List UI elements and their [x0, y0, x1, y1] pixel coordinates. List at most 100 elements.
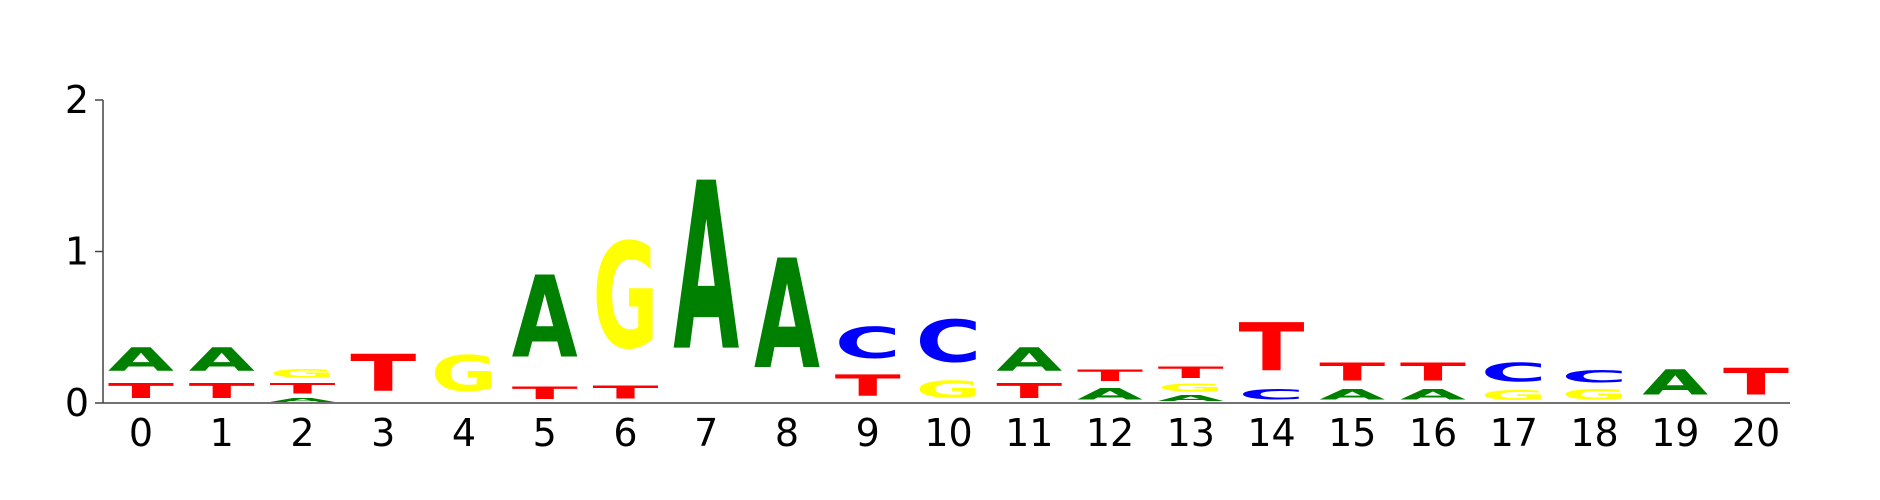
logo-letter-C: C	[835, 318, 901, 368]
letter-glyph: G	[1562, 386, 1628, 403]
letter-glyph: T	[189, 379, 255, 403]
letter-glyph: T	[1077, 367, 1143, 385]
x-tick-label: 4	[452, 411, 476, 455]
letter-glyph: C	[1239, 387, 1305, 404]
logo-letter-A: A	[996, 341, 1062, 379]
x-tick-label: 0	[129, 411, 153, 455]
logo-letter-G: G	[1158, 382, 1224, 394]
letter-glyph: G	[916, 376, 982, 403]
letter-glyph: G	[593, 212, 659, 381]
y-ticks: 0 1 2	[65, 78, 103, 425]
y-tick-label: 1	[65, 230, 89, 274]
logo-letter-A: A	[1400, 387, 1466, 404]
logo-letter-A: A	[512, 251, 578, 383]
letter-glyph: T	[1158, 364, 1224, 382]
x-tick-label: 18	[1570, 411, 1618, 455]
x-tick-label: 7	[694, 411, 718, 455]
letter-glyph: G	[1158, 382, 1224, 394]
logo-letter-G: G	[593, 212, 659, 381]
logo-letter-A: A	[754, 228, 820, 403]
logo-letter-T: T	[996, 379, 1062, 403]
logo-letter-C: C	[1562, 367, 1628, 387]
letter-glyph: A	[1158, 394, 1224, 403]
letter-glyph: T	[108, 379, 174, 403]
letter-glyph: A	[754, 228, 820, 403]
logo-letter-A: A	[673, 134, 739, 402]
logo-letter-G: G	[1562, 386, 1628, 403]
letter-glyph: C	[1481, 358, 1547, 388]
logo-letter-T: T	[189, 379, 255, 403]
logo-letter-C: C	[1239, 387, 1305, 404]
letter-glyph: T	[1239, 309, 1306, 386]
logo-letter-C: C	[1481, 358, 1547, 388]
letter-glyph: T	[1723, 361, 1789, 403]
x-tick-label: 13	[1167, 411, 1215, 455]
logo-letter-T: T	[512, 384, 578, 403]
letter-glyph: A	[1319, 387, 1385, 404]
logo-letter-G: G	[916, 376, 982, 403]
logo-letter-A: A	[1158, 394, 1224, 403]
logo-letter-A: A	[1319, 387, 1385, 404]
x-tick-label: 15	[1328, 411, 1376, 455]
letter-glyph: A	[996, 341, 1062, 379]
x-tick-label: 20	[1732, 411, 1780, 455]
x-tick-label: 6	[613, 411, 637, 455]
x-tick-label: 9	[856, 411, 880, 455]
logo-letter-T: T	[593, 382, 660, 403]
letter-glyph: G	[270, 367, 336, 381]
logo-letter-T: T	[350, 344, 416, 403]
letter-glyph: T	[512, 384, 578, 403]
logo-letter-T: T	[108, 379, 174, 403]
letter-glyph: A	[673, 134, 739, 402]
letter-glyph: C	[916, 308, 982, 376]
x-tick-label: 11	[1005, 411, 1053, 455]
x-tick-label: 1	[210, 411, 234, 455]
letter-glyph: A	[512, 251, 578, 383]
letter-glyph: T	[996, 379, 1062, 403]
logo-letter-A: A	[1642, 363, 1709, 403]
logo-letter-T: T	[1158, 364, 1224, 382]
letter-glyph: A	[108, 341, 174, 379]
x-tick-label: 19	[1651, 411, 1699, 455]
letter-glyph: C	[1562, 367, 1628, 387]
letter-glyph: A	[189, 341, 255, 379]
letter-glyph: A	[1400, 387, 1466, 404]
letter-glyph: C	[835, 318, 901, 368]
letter-glyph: T	[1400, 357, 1466, 386]
logo-letter-A: A	[189, 341, 255, 379]
y-tick-label: 0	[65, 381, 89, 425]
logo-letter-T: T	[270, 381, 336, 397]
letter-glyph: G	[431, 345, 497, 403]
letter-glyph: T	[350, 344, 416, 403]
letter-glyph: T	[835, 368, 901, 403]
letter-glyph: T	[270, 381, 336, 397]
logo-letter-T: T	[1723, 361, 1789, 403]
x-tick-label: 12	[1086, 411, 1134, 455]
letter-glyph: A	[270, 397, 336, 403]
letter-glyph: A	[1642, 363, 1709, 403]
x-tick-label: 14	[1247, 411, 1295, 455]
x-tick-label: 17	[1490, 411, 1538, 455]
logo-letter-T: T	[1239, 309, 1306, 386]
logo-letter-G: G	[1481, 388, 1547, 403]
logo-letter-T: T	[1400, 357, 1466, 386]
logo-letter-A: A	[1077, 385, 1144, 403]
x-tick-label: 3	[371, 411, 395, 455]
x-tick-label: 2	[290, 411, 314, 455]
x-tick-label: 5	[533, 411, 557, 455]
y-tick-label: 2	[65, 78, 89, 122]
letter-glyph: A	[1077, 385, 1144, 403]
logo-letter-C: C	[916, 308, 982, 376]
x-tick-label: 8	[775, 411, 799, 455]
x-tick-label: 16	[1409, 411, 1457, 455]
letter-glyph: T	[1319, 357, 1385, 386]
logo-letter-A: A	[270, 397, 336, 403]
x-ticks: 0 1 2 3 4 5 6 7 8 9 10 11 12 13 14 15 16 17 18 19 20	[129, 411, 1780, 455]
x-tick-label: 10	[924, 411, 972, 455]
logo-letter-A: A	[108, 341, 174, 379]
logo-letter-T: T	[835, 368, 901, 403]
logo-letter-G: G	[431, 345, 497, 403]
logo-letter-G: G	[270, 367, 336, 381]
